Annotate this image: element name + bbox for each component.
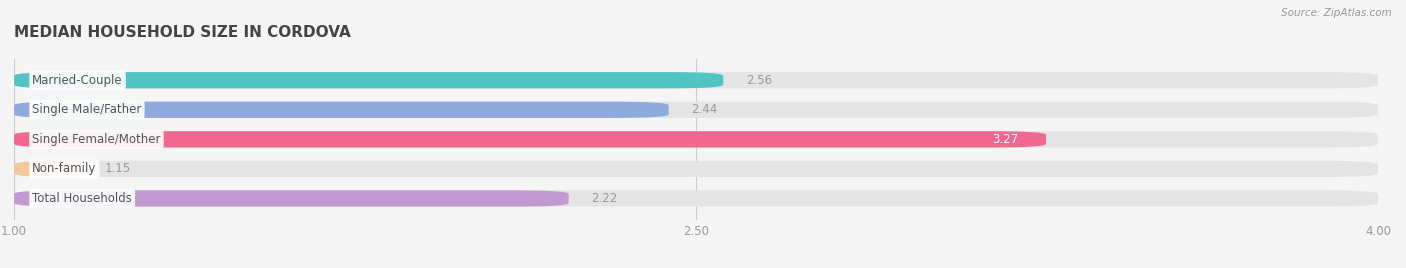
- FancyBboxPatch shape: [14, 161, 82, 177]
- Text: 2.44: 2.44: [692, 103, 717, 116]
- FancyBboxPatch shape: [14, 161, 1378, 177]
- Text: 2.56: 2.56: [747, 74, 772, 87]
- Text: MEDIAN HOUSEHOLD SIZE IN CORDOVA: MEDIAN HOUSEHOLD SIZE IN CORDOVA: [14, 25, 352, 40]
- FancyBboxPatch shape: [14, 131, 1046, 147]
- Text: Single Male/Father: Single Male/Father: [32, 103, 142, 116]
- Text: Single Female/Mother: Single Female/Mother: [32, 133, 160, 146]
- Text: Married-Couple: Married-Couple: [32, 74, 122, 87]
- FancyBboxPatch shape: [14, 72, 723, 88]
- FancyBboxPatch shape: [14, 131, 1378, 147]
- FancyBboxPatch shape: [14, 72, 1378, 88]
- Text: Source: ZipAtlas.com: Source: ZipAtlas.com: [1281, 8, 1392, 18]
- FancyBboxPatch shape: [14, 190, 1378, 207]
- FancyBboxPatch shape: [14, 102, 1378, 118]
- FancyBboxPatch shape: [14, 190, 568, 207]
- Text: 3.27: 3.27: [993, 133, 1019, 146]
- Text: 1.15: 1.15: [105, 162, 131, 176]
- Text: Total Households: Total Households: [32, 192, 132, 205]
- Text: Non-family: Non-family: [32, 162, 97, 176]
- FancyBboxPatch shape: [14, 102, 669, 118]
- Text: 2.22: 2.22: [592, 192, 617, 205]
